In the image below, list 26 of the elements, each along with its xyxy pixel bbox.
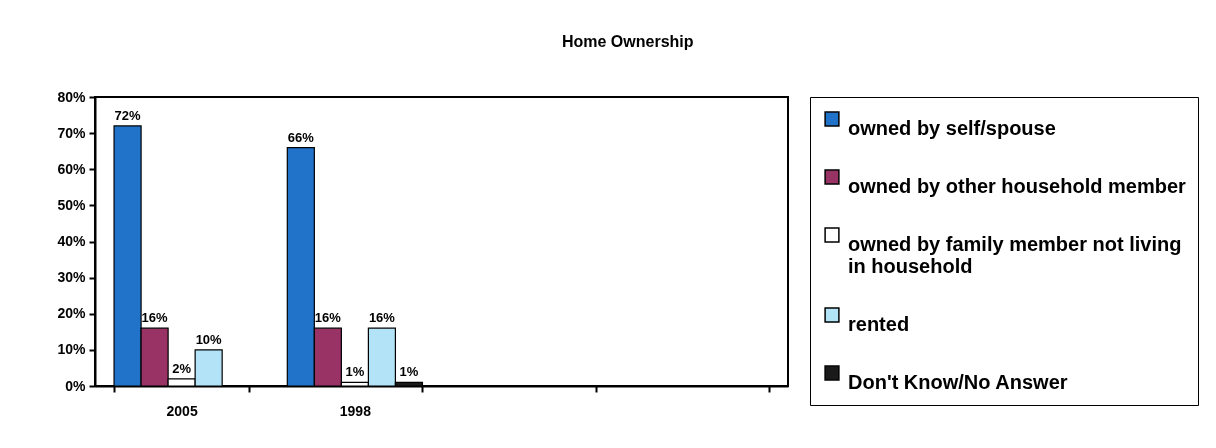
data-label: 66%: [287, 129, 315, 145]
y-tick-label: 60%: [57, 160, 87, 177]
legend-label: owned by self/spouse: [848, 117, 1056, 139]
x-tick-label: 1998: [339, 402, 372, 419]
y-tick-label: 10%: [57, 341, 87, 358]
data-label: 2%: [172, 360, 192, 376]
data-label: 16%: [314, 310, 342, 326]
y-tick-label: 70%: [57, 124, 87, 141]
data-label: 72%: [114, 107, 142, 123]
legend-label: owned by family member not living in household: [848, 233, 1182, 277]
legend-label: Don't Know/No Answer: [848, 371, 1068, 393]
y-tick-label: 0%: [65, 377, 87, 394]
legend-label: owned by other household member: [848, 175, 1187, 197]
legend-label: rented: [848, 313, 910, 335]
x-tick-label: 2005: [166, 402, 198, 419]
data-label: 16%: [141, 310, 169, 326]
y-tick-label: 80%: [57, 88, 87, 105]
data-label: 1%: [345, 364, 365, 380]
y-tick-label: 50%: [57, 196, 87, 213]
y-tick-label: 20%: [57, 305, 87, 322]
chart-title: Home Ownership: [561, 33, 694, 50]
data-label: 1%: [399, 364, 419, 380]
y-tick-label: 30%: [57, 269, 87, 286]
data-label: 10%: [195, 331, 223, 347]
data-label: 16%: [368, 310, 396, 326]
y-tick-label: 40%: [57, 233, 87, 249]
